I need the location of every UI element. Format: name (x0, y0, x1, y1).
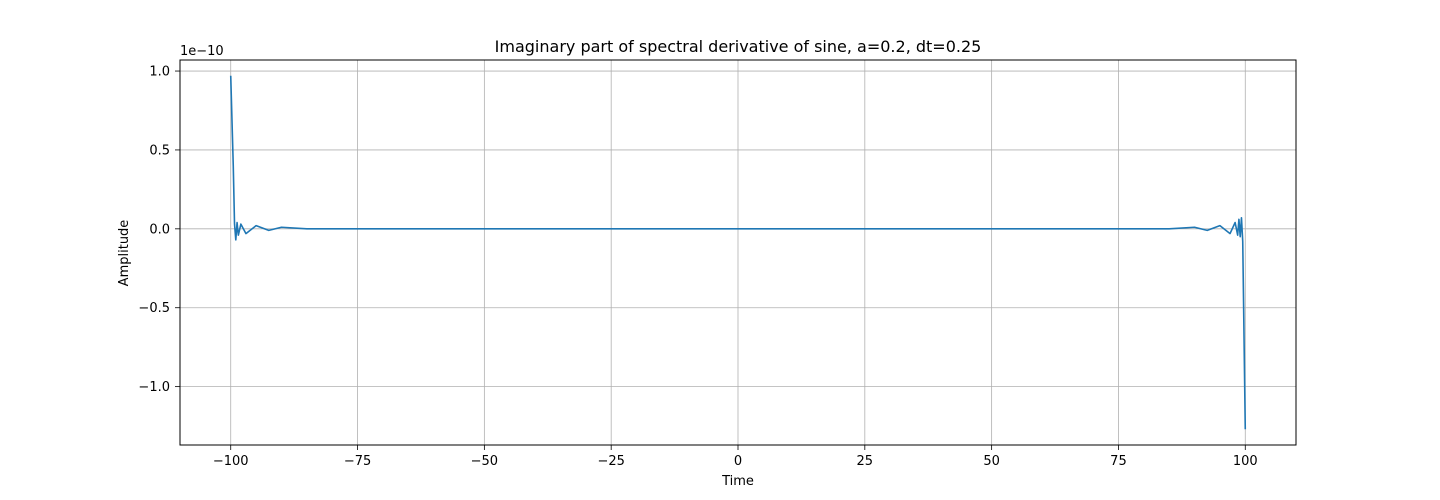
chart-title: Imaginary part of spectral derivative of… (495, 37, 982, 56)
y-tick-label: −0.5 (138, 301, 170, 316)
series-layer (229, 75, 1247, 430)
x-tick-label: 100 (1233, 454, 1258, 469)
y-axis-label: Amplitude (117, 220, 132, 287)
x-axis-label: Time (721, 474, 754, 489)
y-tick-label: 0.0 (149, 222, 170, 237)
y-axis: −1.0 −0.5 0.0 0.5 1.0 (138, 65, 180, 395)
x-tick-label: −50 (471, 454, 498, 469)
x-tick-label: 0 (734, 454, 742, 469)
y-tick-label: 0.5 (149, 143, 170, 158)
y-tick-label: −1.0 (138, 380, 170, 395)
series-line (229, 75, 1247, 430)
y-axis-offset-label: 1e−10 (180, 44, 224, 59)
x-tick-label: 50 (983, 454, 1000, 469)
y-tick-label: 1.0 (149, 65, 170, 80)
x-tick-label: 25 (857, 454, 874, 469)
x-tick-label: −100 (213, 454, 249, 469)
x-tick-label: 75 (1110, 454, 1127, 469)
x-tick-label: −75 (344, 454, 371, 469)
x-tick-label: −25 (597, 454, 624, 469)
x-axis: −100 −75 −50 −25 0 25 50 75 100 (213, 445, 1258, 469)
